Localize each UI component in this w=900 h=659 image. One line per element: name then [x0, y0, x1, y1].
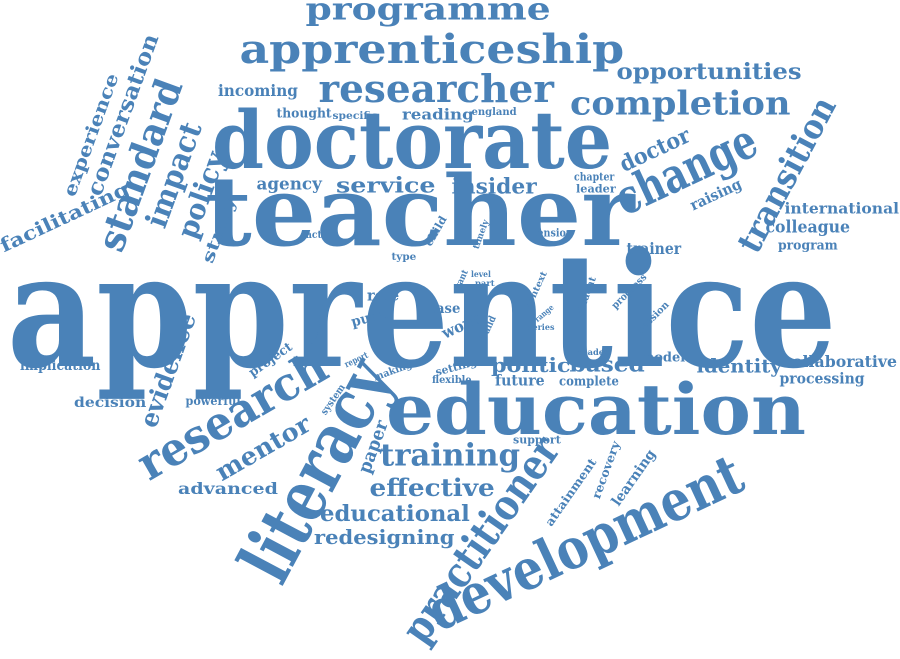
- word-case: case: [428, 301, 461, 317]
- word-incoming: incoming: [218, 81, 298, 100]
- word-politic: politic: [491, 353, 571, 377]
- word-educational: educational: [320, 501, 470, 527]
- word-doctorate: doctorate: [212, 93, 613, 187]
- word-apprenticeship: apprenticeship: [239, 26, 625, 73]
- word-international: international: [784, 199, 900, 218]
- word-model: model: [640, 350, 686, 366]
- word-series: series: [528, 322, 555, 332]
- word-type: type: [391, 252, 417, 263]
- word-teacher: teacher: [204, 155, 635, 268]
- word-effective: effective: [369, 473, 495, 502]
- word-future: future: [495, 371, 545, 390]
- word-complete: complete: [558, 374, 619, 390]
- word-training: training: [379, 437, 521, 474]
- word-education: education: [385, 368, 806, 451]
- word-colleague: colleague: [765, 217, 851, 238]
- word-chapter: chapter: [574, 170, 615, 184]
- word-apprentice: apprentice: [6, 219, 837, 404]
- word-reading: reading: [401, 105, 474, 124]
- word-tension: tension: [532, 226, 573, 240]
- word-decision: decision: [73, 395, 147, 411]
- word-specific: specific: [332, 111, 378, 122]
- word-redesigning: redesigning: [313, 525, 455, 549]
- word-identity: identity: [696, 355, 782, 378]
- word-leader: leader: [575, 182, 616, 196]
- word-opportunities: opportunities: [616, 59, 802, 85]
- word-thought: thought: [276, 106, 332, 122]
- word-programme: programme: [305, 0, 551, 28]
- word-support: support: [513, 433, 561, 447]
- word-completion: completion: [569, 83, 791, 123]
- word-role: role: [366, 286, 400, 305]
- word-reader: reader: [578, 347, 609, 357]
- word-part: part: [474, 278, 495, 288]
- word-based: based: [569, 351, 645, 377]
- word-researcher: researcher: [318, 66, 554, 111]
- word-england: england: [471, 107, 517, 118]
- word-action: action: [306, 230, 338, 241]
- word-service: service: [335, 172, 436, 198]
- word-agency: agency: [256, 174, 322, 195]
- word-advanced: advanced: [178, 479, 278, 498]
- word-processing: processing: [779, 369, 865, 388]
- word-implication: implication: [19, 358, 101, 374]
- word-powerful: powerful: [185, 394, 241, 408]
- word-level: level: [471, 269, 491, 279]
- word-collaborative: collaborative: [782, 352, 898, 371]
- word-flexible: flexible: [431, 375, 472, 386]
- word-insider: insider: [451, 173, 537, 199]
- word-trainer: trainer: [626, 239, 682, 258]
- word-program: program: [778, 238, 838, 254]
